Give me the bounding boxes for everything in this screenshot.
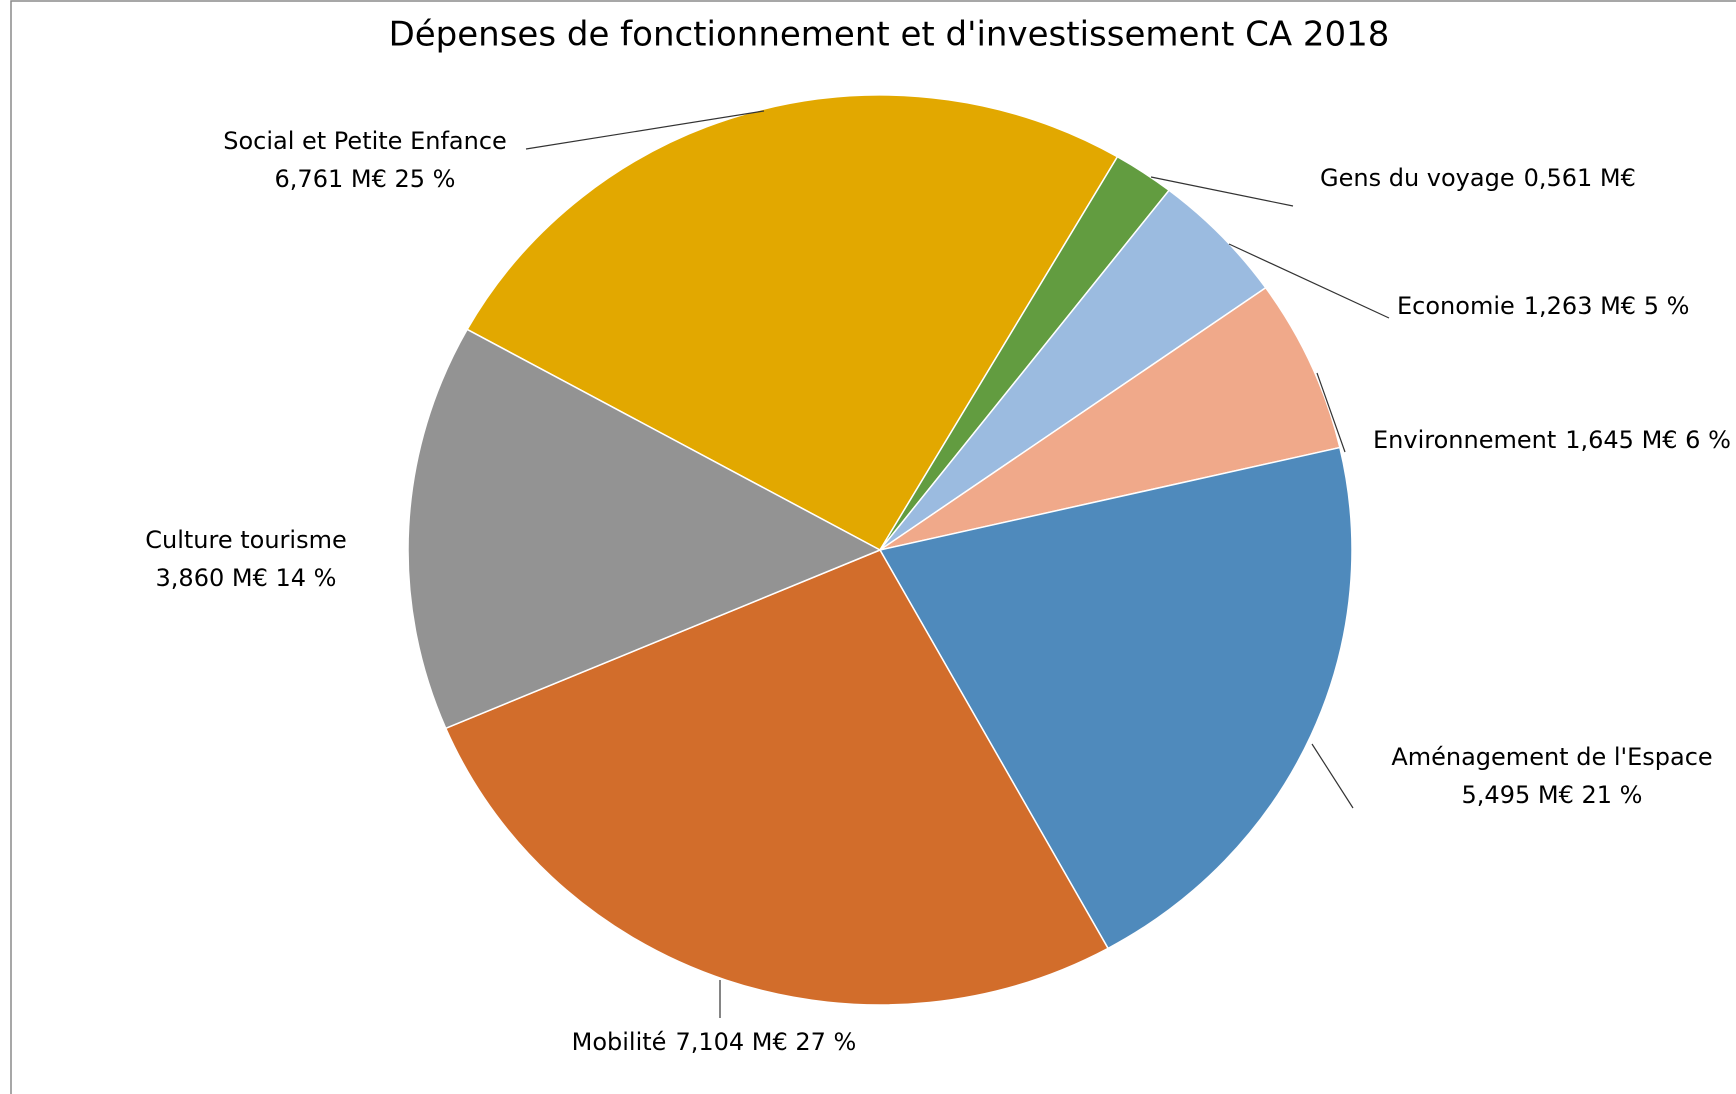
data-label-value: 0,561 M€ [1524,164,1636,192]
data-label-name: Mobilité [572,1028,667,1056]
data-label-name: Environnement [1373,426,1556,454]
data-label-value: 3,860 M€ 14 % [156,564,337,592]
data-label: Gens du voyage 0,561 M€ [1320,164,1636,192]
data-label-name: Economie [1397,292,1515,320]
leader-line [1228,243,1390,319]
pie-slice [444,549,1110,1006]
data-label-value: 1,645 M€ 6 % [1565,426,1731,454]
leader-line [1150,176,1294,207]
data-label-value: 1,263 M€ 5 % [1524,292,1690,320]
pie-slice [466,94,1119,551]
data-label-value: 5,495 M€ 21 % [1462,781,1643,809]
data-label: Mobilité 7,104 M€ 27 % [572,1028,857,1056]
data-label-value: 7,104 M€ 27 % [675,1028,856,1056]
data-label: Environnement 1,645 M€ 6 % [1373,426,1731,454]
chart-title: Dépenses de fonctionnement et d'investis… [389,15,1390,55]
pie-slice [879,286,1341,551]
leader-line [1316,372,1346,453]
data-label-name: Aménagement de l'Espace [1391,743,1712,771]
data-label-name: Culture tourisme [145,526,346,554]
leader-line [525,110,765,150]
data-label-name: Social et Petite Enfance [223,127,507,155]
leader-line [1311,743,1354,809]
data-label-name: Gens du voyage [1320,164,1515,192]
data-label: Economie 1,263 M€ 5 % [1397,292,1689,320]
pie-slice [407,328,882,730]
data-label-value: 6,761 M€ 25 % [275,165,456,193]
pie-slice [878,446,1353,950]
